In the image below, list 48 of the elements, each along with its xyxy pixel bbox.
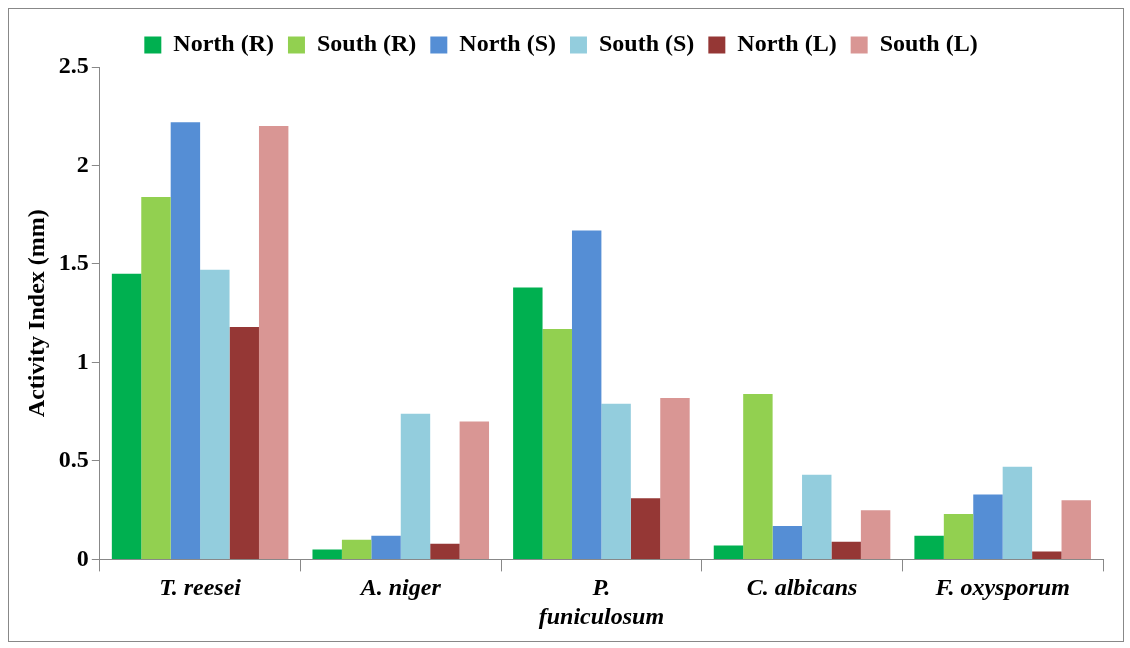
bar bbox=[1032, 551, 1062, 559]
y-tick-label: 1.5 bbox=[58, 249, 89, 276]
x-tick-label: F. oxysporum bbox=[934, 574, 1070, 600]
y-axis-title: Activity Index (mm) bbox=[22, 209, 49, 418]
bar bbox=[371, 535, 401, 559]
bar bbox=[542, 328, 572, 559]
bar bbox=[713, 545, 744, 559]
bar bbox=[200, 269, 230, 559]
bar bbox=[111, 273, 142, 559]
bar bbox=[341, 539, 372, 559]
legend-label: North (L) bbox=[737, 30, 837, 57]
bar bbox=[400, 413, 431, 559]
bar bbox=[860, 510, 891, 559]
bar bbox=[630, 498, 661, 559]
bar bbox=[772, 525, 803, 559]
bar bbox=[312, 549, 342, 559]
bar bbox=[943, 514, 974, 559]
legend-label: South (L) bbox=[879, 30, 978, 57]
bar bbox=[1002, 466, 1033, 559]
bar bbox=[914, 535, 944, 559]
legend-label: South (R) bbox=[316, 30, 417, 57]
y-tick-label: 1 bbox=[76, 347, 89, 374]
bar bbox=[430, 543, 460, 559]
x-tick-label: A. niger bbox=[358, 574, 442, 600]
bar bbox=[513, 287, 543, 559]
bar bbox=[141, 196, 171, 559]
x-tick-label: C. albicans bbox=[746, 574, 858, 600]
bar bbox=[459, 421, 490, 559]
bar bbox=[1061, 500, 1091, 559]
x-tick-label: T. reesei bbox=[159, 574, 242, 600]
bar bbox=[571, 230, 602, 559]
legend-label: North (S) bbox=[459, 30, 556, 57]
y-tick-label: 0.5 bbox=[58, 446, 89, 473]
legend-label: North (R) bbox=[173, 30, 274, 57]
y-tick-label: 0 bbox=[76, 544, 89, 571]
x-tick-label: P. funiculosum bbox=[538, 574, 665, 629]
bar bbox=[743, 393, 773, 559]
bar bbox=[229, 326, 259, 559]
bar bbox=[802, 474, 832, 559]
bar bbox=[660, 397, 690, 559]
bar bbox=[258, 126, 289, 559]
y-tick-label: 2.5 bbox=[58, 52, 89, 79]
y-tick-label: 2 bbox=[76, 150, 89, 177]
legend-label: South (S) bbox=[598, 30, 695, 57]
bar bbox=[601, 403, 631, 559]
bar bbox=[973, 494, 1003, 559]
bar bbox=[831, 541, 861, 559]
bar bbox=[170, 122, 201, 559]
